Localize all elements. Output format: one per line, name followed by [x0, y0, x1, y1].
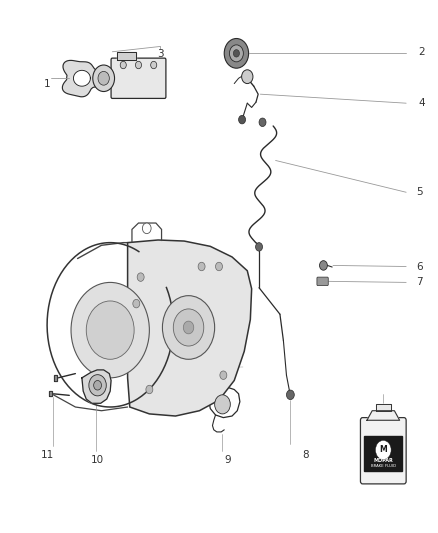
FancyBboxPatch shape: [317, 277, 328, 286]
Text: 10: 10: [91, 455, 104, 465]
Text: 6: 6: [416, 262, 423, 271]
Circle shape: [98, 71, 110, 85]
Polygon shape: [367, 411, 399, 420]
Circle shape: [242, 70, 253, 84]
Polygon shape: [127, 240, 252, 416]
Polygon shape: [364, 436, 402, 471]
Circle shape: [173, 309, 204, 346]
Circle shape: [198, 262, 205, 271]
Circle shape: [94, 381, 102, 390]
Polygon shape: [49, 391, 52, 397]
Circle shape: [89, 375, 106, 396]
Circle shape: [215, 395, 230, 414]
Polygon shape: [54, 375, 57, 381]
FancyBboxPatch shape: [111, 58, 166, 99]
Circle shape: [133, 300, 140, 308]
Text: BRAKE FLUID: BRAKE FLUID: [371, 464, 396, 468]
Circle shape: [135, 61, 141, 69]
Polygon shape: [82, 370, 111, 403]
Circle shape: [146, 385, 153, 394]
Circle shape: [137, 273, 144, 281]
Text: 7: 7: [416, 277, 423, 287]
Text: MOPAR: MOPAR: [374, 458, 393, 464]
Circle shape: [162, 296, 215, 359]
Text: 9: 9: [224, 455, 231, 465]
Circle shape: [120, 61, 126, 69]
Circle shape: [286, 390, 294, 400]
Circle shape: [151, 61, 157, 69]
Circle shape: [375, 440, 391, 459]
Text: 5: 5: [416, 187, 423, 197]
Text: 3: 3: [157, 50, 163, 59]
Circle shape: [233, 50, 240, 57]
Circle shape: [224, 38, 249, 68]
Text: 1: 1: [44, 78, 50, 88]
Circle shape: [142, 223, 151, 233]
Circle shape: [255, 243, 262, 251]
Circle shape: [93, 65, 115, 92]
Polygon shape: [117, 52, 136, 60]
Polygon shape: [376, 405, 391, 411]
Text: 2: 2: [418, 47, 425, 56]
Circle shape: [220, 371, 227, 379]
Circle shape: [215, 262, 223, 271]
FancyBboxPatch shape: [360, 418, 406, 484]
Circle shape: [239, 115, 246, 124]
Circle shape: [184, 321, 194, 334]
Circle shape: [320, 261, 327, 270]
Text: 4: 4: [418, 98, 425, 108]
Polygon shape: [74, 70, 90, 86]
Text: 12: 12: [378, 421, 391, 431]
Text: 11: 11: [40, 450, 54, 460]
Polygon shape: [62, 60, 108, 97]
Text: M: M: [379, 446, 387, 455]
Circle shape: [230, 45, 244, 62]
Circle shape: [259, 118, 266, 126]
Text: 8: 8: [303, 450, 309, 460]
Circle shape: [86, 301, 134, 359]
Circle shape: [71, 282, 149, 378]
